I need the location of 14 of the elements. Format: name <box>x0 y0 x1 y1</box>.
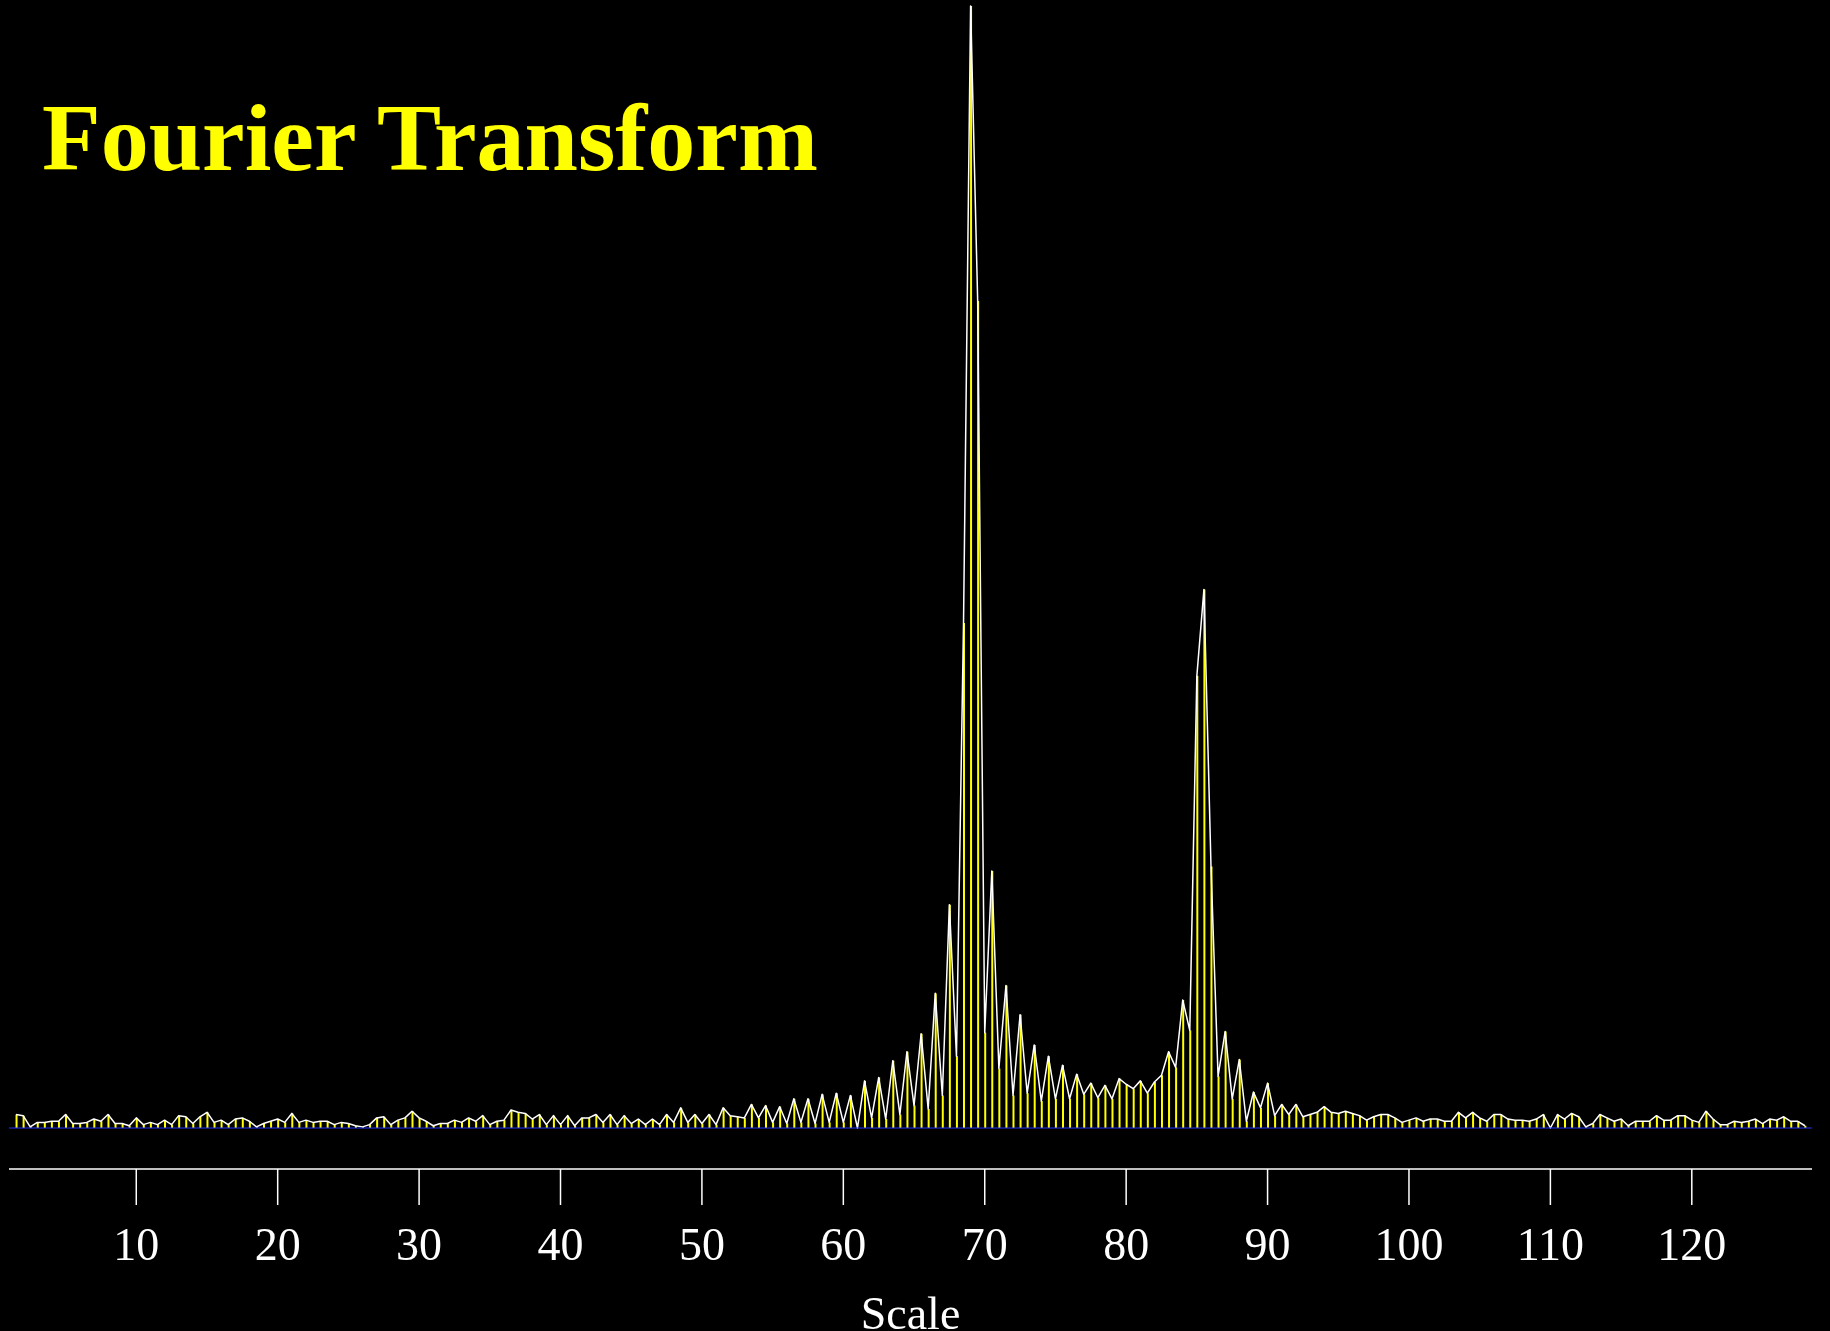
x-tick-label: 90 <box>1244 1218 1291 1270</box>
x-tick-label: 30 <box>396 1218 443 1270</box>
x-tick-label: 70 <box>961 1218 1008 1270</box>
x-axis-title: Scale <box>860 1288 961 1331</box>
x-tick-label: 80 <box>1103 1218 1150 1270</box>
x-tick-label: 120 <box>1657 1218 1727 1270</box>
x-tick-label: 50 <box>678 1218 725 1270</box>
x-tick-label: 20 <box>254 1218 301 1270</box>
x-tick-label: 60 <box>820 1218 867 1270</box>
x-tick-label: 40 <box>537 1218 584 1270</box>
x-tick-label: 10 <box>113 1218 160 1270</box>
text: Fourier Transform <box>42 83 818 193</box>
x-tick-label: 110 <box>1516 1218 1585 1270</box>
x-tick-label: 100 <box>1374 1218 1444 1270</box>
